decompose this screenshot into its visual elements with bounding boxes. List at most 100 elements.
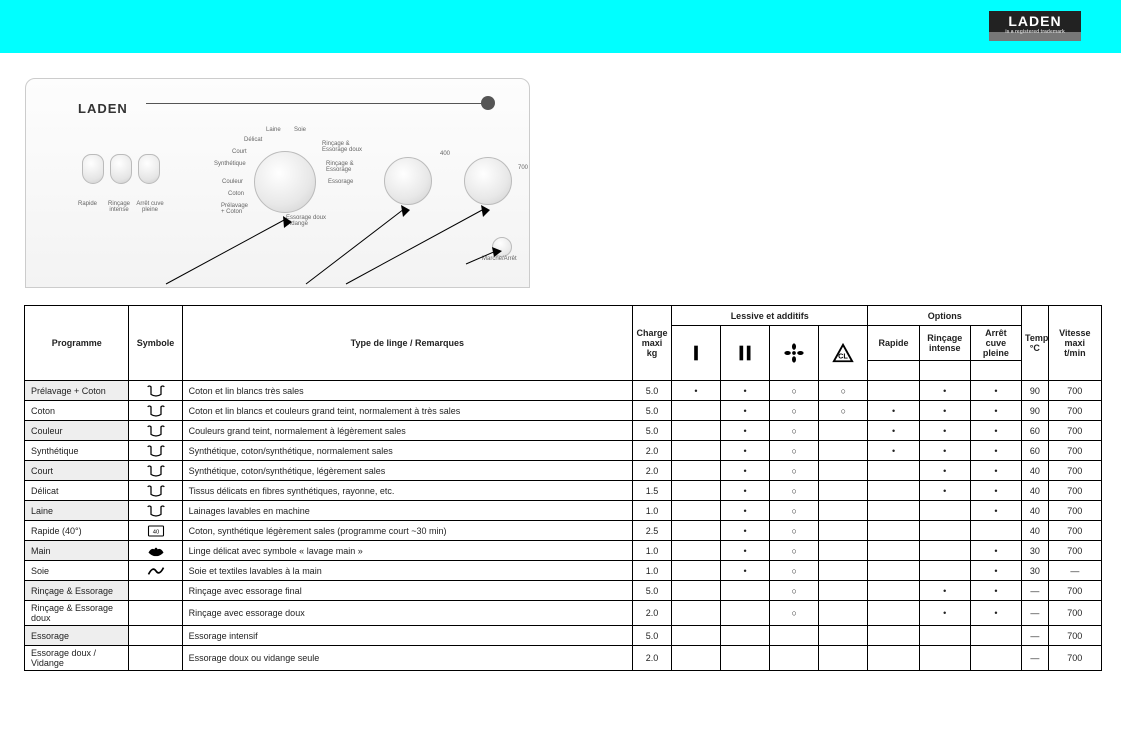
program-table: Programme Symbole Type de linge / Remarq… <box>24 305 1102 671</box>
hdr-options: Options <box>868 306 1022 326</box>
care-symbol-icon <box>146 424 166 438</box>
cell-program: Essorage <box>25 626 129 646</box>
program-table-body: Prélavage + CotonCoton et lin blancs trè… <box>25 381 1102 671</box>
cell-det-main: • <box>721 441 770 461</box>
cell-opt-rapide: • <box>868 421 919 441</box>
cell-load: 2.5 <box>633 521 672 541</box>
table-row: SoieSoie et textiles lavables à la main1… <box>25 561 1102 581</box>
label-soie: Soie <box>294 127 306 133</box>
cell-opt-arret: • <box>970 501 1021 521</box>
cell-opt-rincage: • <box>919 381 970 401</box>
cell-temp: 30 <box>1022 541 1049 561</box>
cell-spin: 700 <box>1048 626 1101 646</box>
cell-load: 2.0 <box>633 646 672 671</box>
cell-det-softener: ○ <box>770 541 819 561</box>
cell-opt-arret <box>970 626 1021 646</box>
cell-load: 5.0 <box>633 421 672 441</box>
cell-program: Laine <box>25 501 129 521</box>
label-coton: Coton <box>228 191 244 197</box>
hdr-temp: Temp.°C <box>1022 306 1049 381</box>
cell-det-softener: ○ <box>770 521 819 541</box>
cell-temp: 90 <box>1022 381 1049 401</box>
cell-det-main: • <box>721 521 770 541</box>
cell-det-softener: ○ <box>770 461 819 481</box>
cell-load: 1.0 <box>633 501 672 521</box>
cell-temp: 60 <box>1022 441 1049 461</box>
cell-opt-rapide <box>868 646 919 671</box>
cell-symbol <box>129 561 182 581</box>
cell-temp: 40 <box>1022 501 1049 521</box>
cell-opt-rincage: • <box>919 481 970 501</box>
spin-knob <box>464 157 512 205</box>
svg-text:40: 40 <box>152 529 159 535</box>
cell-load: 5.0 <box>633 401 672 421</box>
cell-opt-rincage <box>919 501 970 521</box>
care-symbol-icon <box>146 629 166 643</box>
label-delicat: Délicat <box>244 137 262 143</box>
cell-det-main: • <box>721 401 770 421</box>
cell-det-prewash <box>671 501 720 521</box>
cell-symbol <box>129 601 182 626</box>
care-symbol-icon <box>146 464 166 478</box>
cell-temp: — <box>1022 646 1049 671</box>
care-symbol-icon: 40 <box>146 524 166 538</box>
cell-spin: 700 <box>1048 441 1101 461</box>
cell-det-main: • <box>721 421 770 441</box>
cell-det-chlorine <box>819 626 868 646</box>
hdr-det-prewash-icon <box>671 326 720 381</box>
cell-det-softener: ○ <box>770 421 819 441</box>
cell-temp: 30 <box>1022 561 1049 581</box>
cell-temp: 60 <box>1022 421 1049 441</box>
care-symbol-icon <box>146 404 166 418</box>
cell-symbol <box>129 401 182 421</box>
cell-det-softener: ○ <box>770 561 819 581</box>
hdr-opt-rapide: Rapide <box>868 326 919 361</box>
table-row: Prélavage + CotonCoton et lin blancs trè… <box>25 381 1102 401</box>
cell-type: Couleurs grand teint, normalement à légè… <box>182 421 632 441</box>
cell-program: Rapide (40°) <box>25 521 129 541</box>
cell-opt-rapide <box>868 581 919 601</box>
cell-opt-rapide <box>868 626 919 646</box>
cell-load: 1.5 <box>633 481 672 501</box>
program-knob <box>254 151 316 213</box>
cell-opt-rincage: • <box>919 421 970 441</box>
cell-det-prewash <box>671 461 720 481</box>
cell-program: Prélavage + Coton <box>25 381 129 401</box>
cell-opt-rincage: • <box>919 461 970 481</box>
cell-det-prewash <box>671 541 720 561</box>
cell-opt-arret: • <box>970 441 1021 461</box>
cell-type: Synthétique, coton/synthétique, légèreme… <box>182 461 632 481</box>
cell-symbol <box>129 626 182 646</box>
cell-spin: 700 <box>1048 521 1101 541</box>
table-row: SynthétiqueSynthétique, coton/synthétiqu… <box>25 441 1102 461</box>
cell-type: Linge délicat avec symbole « lavage main… <box>182 541 632 561</box>
cell-det-prewash: • <box>671 381 720 401</box>
label-rincage-intense: Rinçageintense <box>104 201 134 213</box>
hdr-symbole: Symbole <box>129 306 182 381</box>
cell-symbol <box>129 421 182 441</box>
table-row: DélicatTissus délicats en fibres synthét… <box>25 481 1102 501</box>
hdr-opt-arret: Arrêtcuvepleine <box>970 326 1021 361</box>
cell-spin: 700 <box>1048 401 1101 421</box>
cell-temp: — <box>1022 581 1049 601</box>
hdr-detergent: Lessive et additifs <box>671 306 868 326</box>
panel-line-dot <box>481 96 495 110</box>
cell-opt-arret: • <box>970 421 1021 441</box>
cell-det-main <box>721 626 770 646</box>
label-re-doux: Rinçage &Essorage doux <box>322 141 372 153</box>
cell-det-prewash <box>671 581 720 601</box>
cell-spin: 700 <box>1048 646 1101 671</box>
cell-det-prewash <box>671 441 720 461</box>
cell-opt-rapide: • <box>868 401 919 421</box>
cell-temp: 40 <box>1022 481 1049 501</box>
table-row: Rapide (40°)40Coton, synthétique légèrem… <box>25 521 1102 541</box>
label-essorage: Essorage <box>328 179 353 185</box>
cell-type: Rinçage avec essorage final <box>182 581 632 601</box>
cell-det-prewash <box>671 401 720 421</box>
hdr-det-softener-icon <box>770 326 819 381</box>
cell-spin: 700 <box>1048 581 1101 601</box>
cell-opt-rincage: • <box>919 441 970 461</box>
care-symbol-icon <box>146 444 166 458</box>
care-symbol-icon <box>146 651 166 665</box>
cell-program: Synthétique <box>25 441 129 461</box>
